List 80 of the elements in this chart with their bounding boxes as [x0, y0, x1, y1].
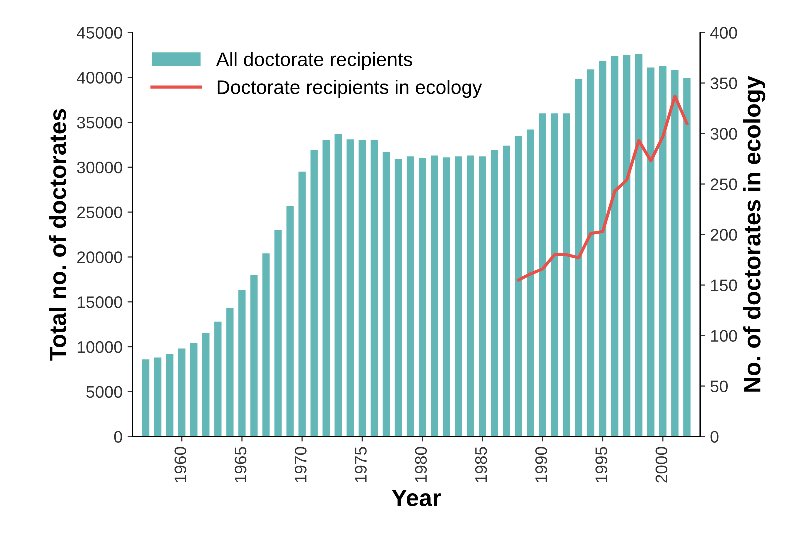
- bar: [587, 70, 595, 437]
- bar: [491, 150, 498, 437]
- bar: [142, 360, 150, 437]
- bar: [647, 68, 655, 437]
- bar: [346, 140, 354, 437]
- y-tick-label: 40000: [77, 72, 122, 84]
- bar: [178, 348, 186, 437]
- bar: [274, 230, 282, 437]
- bar: [611, 56, 619, 437]
- bar: [515, 136, 522, 437]
- x-tick-label: 1990: [536, 447, 548, 482]
- bar: [635, 54, 643, 437]
- bar: [503, 146, 510, 437]
- bar: [418, 158, 426, 437]
- y2-tick-label: 50: [710, 380, 728, 392]
- bar: [527, 130, 534, 437]
- bar: [334, 134, 342, 437]
- bar: [322, 140, 330, 437]
- bar: [467, 156, 474, 437]
- y2-tick-label: 100: [711, 330, 738, 342]
- line-series: [517, 94, 689, 282]
- bar: [154, 358, 162, 437]
- y-tick-label: 30000: [77, 162, 122, 174]
- bar: [286, 206, 294, 437]
- bar: [406, 156, 414, 437]
- bar: [660, 66, 667, 437]
- y2-tick-label: 400: [710, 27, 738, 39]
- x-axis-title: Year: [392, 490, 442, 506]
- y-tick-label: 45000: [77, 27, 122, 39]
- x-tick-label: 1975: [355, 447, 367, 482]
- bar: [190, 343, 198, 437]
- y2-tick-label: 300: [710, 128, 738, 140]
- bar: [443, 158, 450, 437]
- bar: [370, 140, 378, 437]
- y2-tick-label: 150: [711, 280, 738, 292]
- x-tick-label: 1960: [174, 447, 187, 482]
- bar: [684, 78, 691, 437]
- bar: [672, 70, 679, 437]
- bar: [358, 140, 366, 437]
- bar: [238, 290, 246, 437]
- bar: [599, 61, 607, 437]
- y-tick-label: 25000: [78, 206, 122, 219]
- bar: [623, 55, 631, 437]
- bar: [166, 354, 174, 437]
- y2-tick-label: 250: [710, 178, 738, 190]
- y2-tick-label: 0: [710, 431, 719, 444]
- bar: [575, 79, 583, 437]
- x-tick-label: 1985: [475, 447, 488, 482]
- legend-label: Doctorate recipients in ecology: [218, 80, 482, 98]
- y-tick-label: 10000: [78, 341, 122, 354]
- bar: [431, 156, 438, 437]
- y-axis-title: Total no. of doctorates: [49, 109, 66, 361]
- bar: [202, 334, 210, 437]
- x-tick-label: 2000: [656, 447, 668, 483]
- bar: [551, 114, 558, 437]
- bar: [479, 156, 486, 437]
- y2-tick-label: 200: [710, 229, 738, 241]
- bar: [539, 114, 546, 437]
- y-tick-label: 15000: [78, 296, 122, 308]
- bar: [563, 114, 571, 437]
- bar: [262, 254, 270, 437]
- x-tick-label: 1980: [415, 447, 428, 482]
- bar: [455, 156, 462, 437]
- x-tick-label: 1965: [234, 447, 247, 482]
- y-tick-label: 5000: [86, 386, 122, 398]
- y2-axis-title: No. of doctorates in ecology: [743, 76, 766, 392]
- bar: [394, 159, 402, 437]
- bar: [298, 172, 306, 437]
- bar: [226, 308, 234, 437]
- y2-tick-label: 350: [710, 78, 738, 90]
- bar: [382, 152, 390, 437]
- bar: [250, 275, 258, 437]
- y-tick-label: 35000: [77, 116, 122, 129]
- y-tick-label: 20000: [78, 252, 122, 264]
- bar: [214, 322, 222, 437]
- bar: [310, 150, 318, 437]
- x-tick-label: 1970: [295, 447, 307, 482]
- legend-label: All doctorate recipients: [216, 52, 412, 70]
- x-tick-label: 1995: [596, 447, 608, 482]
- y-tick-label: 0: [114, 431, 122, 444]
